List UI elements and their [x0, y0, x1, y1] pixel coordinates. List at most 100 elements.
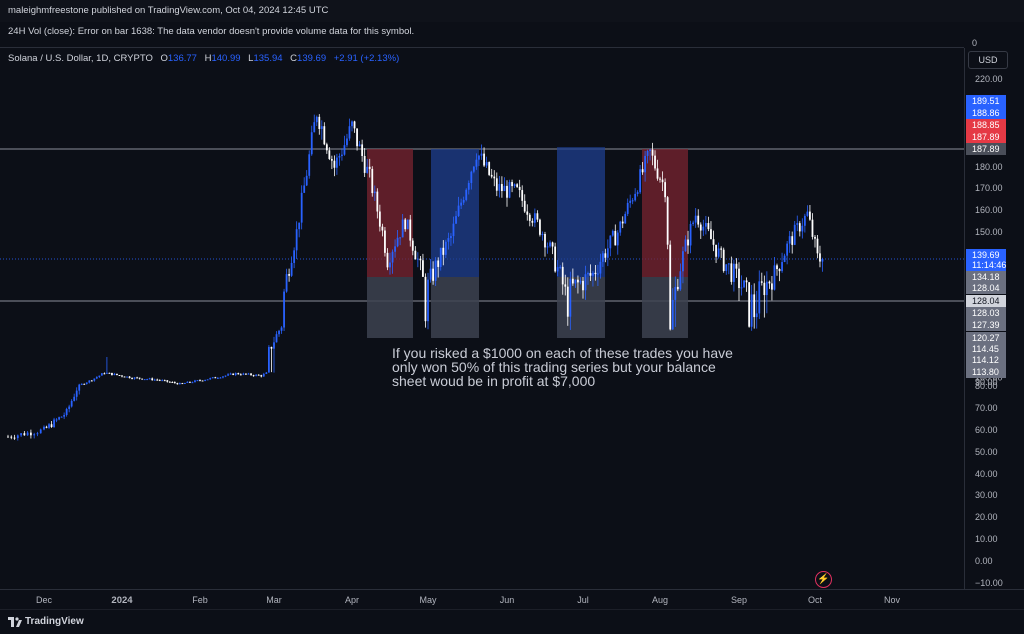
price-axis-tick: 0.00: [975, 556, 993, 566]
candle-body: [619, 221, 622, 233]
candle-body: [803, 215, 806, 226]
candle-body: [73, 396, 76, 401]
candle-body: [216, 377, 219, 379]
candle-body: [814, 236, 816, 239]
candle-body: [462, 199, 465, 203]
candle-body: [267, 346, 270, 373]
candle-body: [103, 373, 106, 375]
candle-body: [609, 235, 612, 249]
candle-body: [518, 186, 521, 191]
price-axis-label: [966, 259, 1006, 271]
candle-body: [95, 377, 98, 379]
candle-body: [798, 223, 801, 232]
candle-body: [806, 211, 809, 216]
candle-body: [758, 281, 761, 314]
candle-body: [93, 378, 96, 381]
candle-body: [763, 282, 766, 296]
candle-body: [521, 190, 524, 201]
candle-body: [214, 377, 217, 379]
candle-body: [786, 243, 789, 256]
candle-body: [131, 378, 133, 380]
candle-body: [694, 215, 697, 223]
candle-body: [371, 168, 374, 194]
tradingview-logo-icon[interactable]: [8, 617, 22, 627]
price-axis-label-text: 128.03: [972, 308, 1000, 318]
price-axis-tick: 170.00: [975, 183, 1003, 193]
lightning-icon[interactable]: ⚡: [815, 571, 832, 588]
candle-body: [616, 232, 619, 246]
candle-body: [83, 383, 86, 385]
candle-body: [467, 182, 470, 190]
candle-body: [434, 260, 437, 281]
candle-body: [323, 126, 326, 145]
low-label: L: [248, 53, 254, 64]
time-axis-tick: Oct: [808, 595, 823, 605]
candle-body: [720, 248, 723, 250]
candle-body: [194, 380, 196, 383]
price-chart[interactable]: 220.00200.00190.00180.00170.00160.00150.…: [0, 48, 1024, 589]
candle-body: [224, 375, 227, 377]
candle-body: [204, 379, 207, 381]
candle-body: [68, 406, 71, 409]
candle-body: [490, 174, 493, 177]
price-axis-tick: 90.00: [975, 377, 998, 387]
price-axis-label-text: 128.04: [972, 296, 1000, 306]
symbol-name[interactable]: Solana / U.S. Dollar, 1D, CRYPTO: [8, 53, 153, 64]
candle-body: [735, 263, 738, 269]
price-axis-label-text: 114.12: [972, 355, 999, 365]
time-axis-tick: Jul: [577, 595, 589, 605]
price-axis-tick: −10.00: [975, 578, 1003, 588]
candle-body: [508, 182, 511, 198]
candle-body: [404, 219, 407, 230]
candle-body: [646, 150, 649, 156]
candle-body: [138, 377, 141, 379]
candle-body: [710, 229, 712, 240]
price-axis-label-text: 188.86: [972, 108, 1000, 118]
candle-body: [366, 166, 369, 173]
candle-body: [516, 184, 519, 187]
long-position-stop-zone: [431, 277, 479, 338]
candle-body: [460, 202, 463, 206]
candle-body: [260, 375, 263, 377]
candle-body: [295, 229, 298, 251]
candle-body: [687, 239, 689, 246]
candle-body: [333, 160, 336, 168]
candle-body: [664, 182, 666, 198]
candle-body: [556, 267, 559, 272]
change-value: +2.91 (+2.13%): [333, 53, 400, 64]
candle-body: [533, 213, 536, 223]
brand-name[interactable]: TradingView: [25, 616, 84, 627]
long-position-target-zone: [557, 147, 605, 277]
candle-body: [584, 274, 587, 291]
candle-body: [549, 242, 551, 247]
time-axis-tick: Aug: [652, 595, 668, 605]
price-axis-label-text: 127.39: [972, 320, 1000, 330]
candle-body: [651, 149, 654, 156]
price-axis-tick: 180.00: [975, 162, 1003, 172]
candle-body: [65, 408, 68, 416]
candle-body: [455, 216, 457, 224]
candle-body: [23, 433, 26, 436]
symbol-legend[interactable]: Solana / U.S. Dollar, 1D, CRYPTO O136.77…: [8, 53, 399, 64]
candle-body: [33, 434, 36, 436]
candle-body: [278, 330, 280, 335]
pane-separator[interactable]: [0, 47, 964, 48]
price-axis-tick: 40.00: [975, 469, 998, 479]
trade-annotation[interactable]: If you risked a $1000 on each of these t…: [392, 345, 733, 389]
candle-body: [442, 247, 445, 255]
price-axis-tick: 30.00: [975, 490, 998, 500]
candle-body: [531, 220, 534, 223]
candle-body: [528, 214, 531, 221]
candle-body: [636, 192, 639, 194]
high-value: 140.99: [211, 53, 241, 64]
time-axis[interactable]: Dec 2024 Feb Mar Apr May Jun Jul Aug Sep Oct Nov: [0, 589, 1024, 610]
currency-button[interactable]: USD: [968, 51, 1008, 69]
candle-body: [227, 374, 229, 376]
close-value: 139.69: [297, 53, 327, 64]
candle-body: [356, 128, 358, 147]
candle-body: [483, 153, 485, 166]
candle-body: [692, 222, 695, 224]
candle-body: [318, 116, 321, 129]
candle-body: [702, 226, 705, 231]
candle-body: [536, 213, 539, 220]
